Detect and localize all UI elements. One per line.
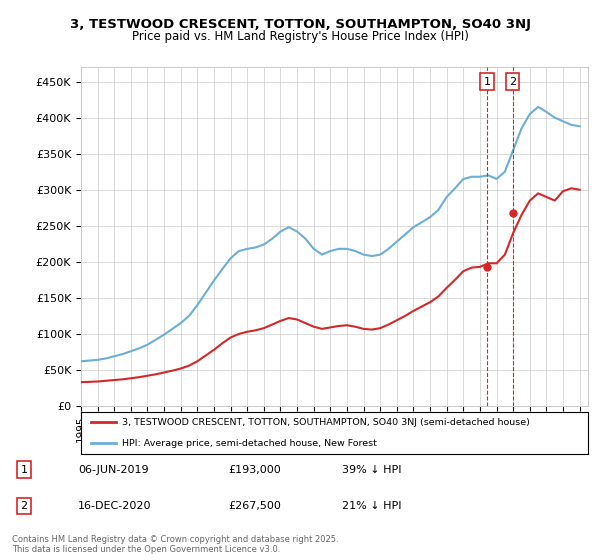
Text: £267,500: £267,500 — [228, 501, 281, 511]
Text: 1: 1 — [484, 77, 490, 87]
Text: HPI: Average price, semi-detached house, New Forest: HPI: Average price, semi-detached house,… — [122, 438, 376, 447]
Text: Price paid vs. HM Land Registry's House Price Index (HPI): Price paid vs. HM Land Registry's House … — [131, 30, 469, 43]
Text: 3, TESTWOOD CRESCENT, TOTTON, SOUTHAMPTON, SO40 3NJ: 3, TESTWOOD CRESCENT, TOTTON, SOUTHAMPTO… — [70, 18, 530, 31]
Text: 2: 2 — [509, 77, 516, 87]
Text: Contains HM Land Registry data © Crown copyright and database right 2025.
This d: Contains HM Land Registry data © Crown c… — [12, 535, 338, 554]
Text: £193,000: £193,000 — [228, 464, 281, 474]
Text: 21% ↓ HPI: 21% ↓ HPI — [342, 501, 401, 511]
Text: 3, TESTWOOD CRESCENT, TOTTON, SOUTHAMPTON, SO40 3NJ (semi-detached house): 3, TESTWOOD CRESCENT, TOTTON, SOUTHAMPTO… — [122, 418, 529, 427]
Text: 1: 1 — [20, 464, 28, 474]
Text: 16-DEC-2020: 16-DEC-2020 — [78, 501, 151, 511]
Text: 06-JUN-2019: 06-JUN-2019 — [78, 464, 149, 474]
Text: 2: 2 — [20, 501, 28, 511]
Text: 39% ↓ HPI: 39% ↓ HPI — [342, 464, 401, 474]
